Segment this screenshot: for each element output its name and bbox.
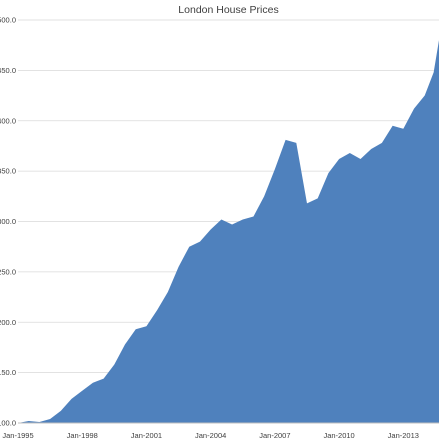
x-tick-label: Jan-1995 [2, 431, 33, 440]
y-tick-label: 400.0 [0, 116, 16, 125]
y-tick-label: 350.0 [0, 167, 16, 176]
y-tick-label: 500.0 [0, 16, 16, 25]
y-tick-label: 300.0 [0, 217, 16, 226]
y-axis-ticks: 100.0 150.0 200.0 250.0 300.0 350.0 400.0 450.0… [0, 16, 16, 428]
x-tick-label: Jan-2013 [388, 431, 419, 440]
x-tick-label: Jan-2001 [131, 431, 162, 440]
y-tick-label: 100.0 [0, 419, 16, 428]
x-tick-label: Jan-1998 [67, 431, 98, 440]
chart-title: London House Prices [178, 4, 278, 16]
x-tick-label: Jan-2007 [259, 431, 290, 440]
x-tick-label: Jan-2010 [323, 431, 354, 440]
x-axis-ticks: Jan-1995 Jan-1998 Jan-2001 Jan-2004 Jan-2007… [2, 431, 419, 440]
y-tick-label: 450.0 [0, 66, 16, 75]
area-series [18, 40, 439, 424]
y-tick-label: 150.0 [0, 368, 16, 377]
y-tick-label: 200.0 [0, 318, 16, 327]
x-tick-label: Jan-2004 [195, 431, 226, 440]
y-tick-label: 250.0 [0, 267, 16, 276]
